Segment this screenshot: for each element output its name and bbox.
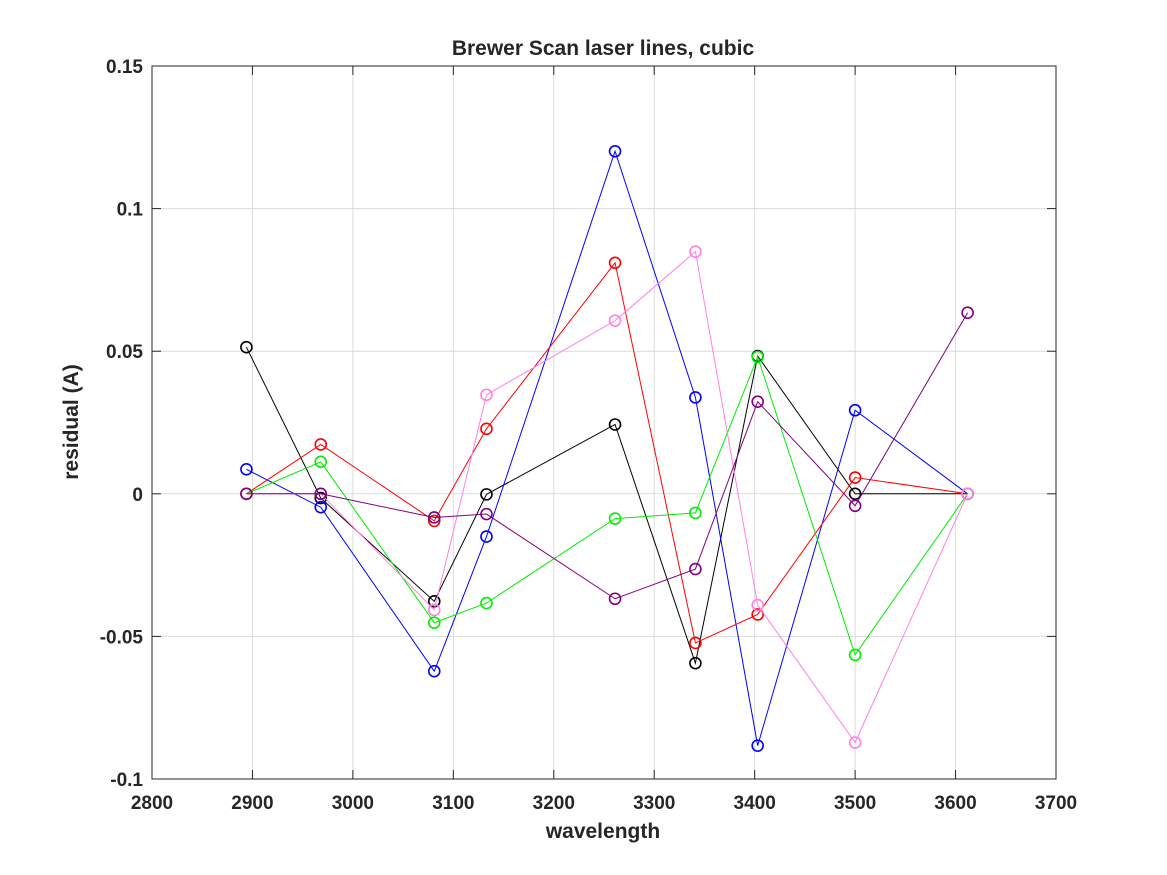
y-tick-label: 0 [132, 485, 143, 506]
series-line [246, 312, 969, 600]
plot-area-frame [151, 65, 1057, 780]
data-point-marker [848, 403, 862, 417]
x-tick-label: 2900 [231, 793, 273, 814]
data-point-marker [427, 514, 441, 528]
chart-title: Brewer Scan laser lines, cubic [452, 37, 755, 60]
data-point-marker [848, 471, 862, 484]
data-point-marker [480, 388, 493, 402]
data-point-marker [689, 562, 702, 576]
data-point-marker [314, 455, 328, 469]
x-tick-label: 3000 [332, 793, 374, 814]
data-point-marker [608, 314, 622, 327]
data-point-marker [240, 340, 253, 354]
series-line [246, 261, 968, 644]
data-point-marker [314, 491, 328, 505]
data-point-marker [240, 487, 253, 501]
data-point-marker [480, 488, 493, 501]
data-point-marker [751, 395, 764, 408]
data-point-marker [427, 603, 441, 617]
x-tick-label: 3700 [1035, 793, 1077, 814]
data-point-marker [848, 736, 862, 749]
data-point-marker [751, 739, 764, 752]
series-2 [240, 144, 974, 752]
series-line [246, 149, 968, 746]
data-point-marker [848, 487, 862, 501]
y-tick-label: -0.1 [110, 770, 143, 791]
series-line [246, 250, 969, 744]
series-3 [240, 256, 974, 650]
data-point-marker [608, 256, 622, 270]
y-tick-label: -0.05 [100, 627, 144, 648]
data-point-marker [314, 438, 328, 451]
data-point-marker [848, 648, 862, 662]
x-tick-label: 3300 [633, 793, 675, 814]
data-point-marker [608, 418, 622, 431]
data-point-marker [961, 306, 974, 319]
y-axis-label: residual (A) [60, 364, 83, 480]
data-point-marker [427, 616, 441, 630]
data-point-marker [427, 595, 441, 608]
series-6 [240, 306, 974, 606]
y-tick-label: 0.15 [106, 57, 143, 78]
data-point-marker [480, 596, 493, 610]
y-axis-tick-labels: -0.1 -0.05 0 0.05 0.1 0.15 [100, 57, 144, 791]
data-point-marker [689, 506, 702, 520]
x-tick-label: 3400 [734, 793, 776, 814]
y-tick-label: 0.1 [117, 200, 144, 221]
data-point-marker [314, 487, 328, 501]
data-point-marker [427, 511, 441, 524]
data-point-marker [751, 350, 764, 364]
x-axis-tick-labels: 2800 2900 3000 3100 3200 3300 3400 3500 3600 3700 [131, 793, 1077, 814]
data-point-marker [608, 512, 622, 525]
series-group [240, 144, 974, 752]
x-tick-label: 3200 [533, 793, 575, 814]
data-point-marker [314, 500, 328, 514]
series-5 [240, 245, 974, 749]
y-tick-label: 0.05 [106, 342, 143, 363]
data-point-marker [689, 636, 702, 650]
data-point-marker [240, 462, 253, 476]
x-tick-label: 3100 [432, 793, 474, 814]
data-point-marker [427, 664, 441, 678]
data-point-marker [689, 391, 702, 404]
series-4 [240, 350, 974, 662]
data-point-marker [480, 507, 493, 521]
x-tick-label: 3600 [934, 793, 976, 814]
data-point-marker [480, 530, 493, 543]
data-point-marker [848, 499, 862, 513]
data-point-marker [689, 245, 702, 258]
series-line [245, 346, 968, 666]
grid [151, 65, 1057, 780]
x-tick-label: 3500 [834, 793, 876, 814]
x-tick-label: 2800 [131, 793, 173, 814]
series-line [246, 355, 969, 657]
data-point-marker [480, 422, 493, 436]
data-point-marker [608, 144, 622, 158]
data-point-marker [751, 598, 764, 612]
axis-ticks [151, 65, 1057, 780]
data-point-marker [961, 487, 974, 501]
data-point-marker [689, 656, 702, 670]
data-point-marker [751, 608, 764, 621]
x-axis-label: wavelength [545, 820, 660, 843]
data-point-marker [608, 592, 622, 606]
